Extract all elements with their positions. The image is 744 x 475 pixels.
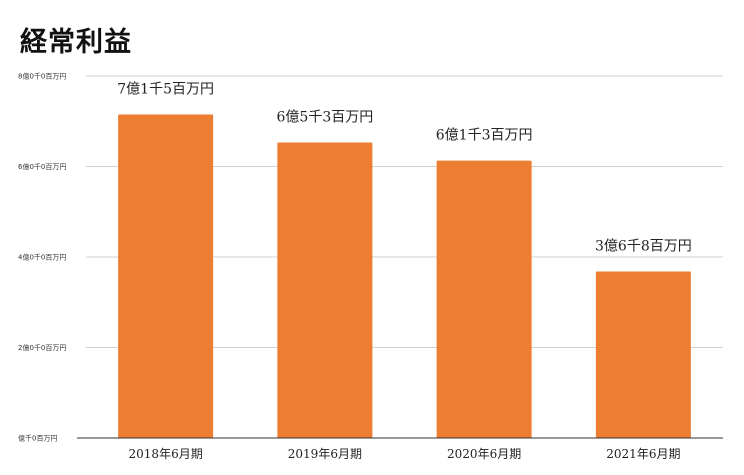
data-labels: 7億1千5百万円 6億5千3百万円 6億1千3百万円 3億6千8百万円 bbox=[117, 81, 691, 254]
x-tick-label: 2019年6月期 bbox=[288, 447, 362, 461]
y-axis-ticks: 億千0百万円 2億0千0百万円 4億0千0百万円 6億0千0百万円 8億0千0百万円 bbox=[18, 72, 66, 443]
data-label: 3億6千8百万円 bbox=[595, 238, 692, 254]
bar bbox=[277, 142, 373, 438]
x-tick-label: 2020年6月期 bbox=[447, 447, 521, 461]
data-label: 7億1千5百万円 bbox=[117, 81, 214, 97]
data-label: 6億5千3百万円 bbox=[277, 110, 374, 126]
bar bbox=[436, 160, 532, 438]
y-tick-label: 億千0百万円 bbox=[18, 434, 57, 443]
y-tick-label: 8億0千0百万円 bbox=[18, 72, 66, 81]
bar bbox=[595, 271, 691, 438]
x-tick-label: 2021年6月期 bbox=[606, 447, 680, 461]
bars bbox=[118, 114, 691, 439]
y-tick-label: 6億0千0百万円 bbox=[18, 162, 66, 171]
y-tick-label: 4億0千0百万円 bbox=[18, 253, 66, 262]
x-tick-label: 2018年6月期 bbox=[129, 447, 203, 461]
x-axis-labels: 2018年6月期 2019年6月期 2020年6月期 2021年6月期 bbox=[129, 447, 681, 461]
data-label: 6億1千3百万円 bbox=[436, 128, 533, 144]
y-tick-label: 2億0千0百万円 bbox=[18, 343, 66, 352]
bar bbox=[118, 114, 214, 439]
chart-title: 経常利益 bbox=[20, 27, 132, 58]
